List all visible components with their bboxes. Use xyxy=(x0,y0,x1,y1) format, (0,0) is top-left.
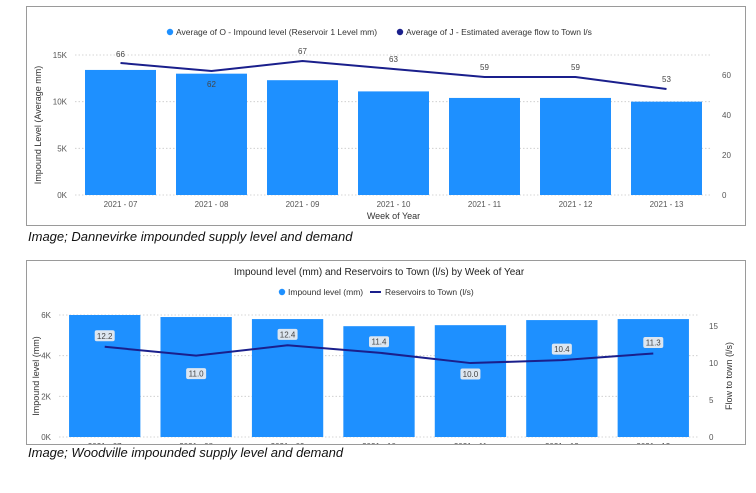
data-label-box xyxy=(643,336,664,348)
x-tick-label: 2021 - 09 xyxy=(286,200,320,209)
y-tick-label: 2K xyxy=(41,392,51,401)
caption-dannevirke: Image; Dannevirke impounded supply level… xyxy=(28,229,353,244)
bar xyxy=(434,325,507,437)
data-label-box xyxy=(551,343,572,355)
chart-panel-woodville: Impound level (mm) and Reservoirs to Tow… xyxy=(26,260,746,445)
data-label-box xyxy=(277,328,298,340)
x-axis-title: Week of Year xyxy=(367,211,420,221)
y2-tick-label: 60 xyxy=(722,71,731,80)
x-tick-label: 2021 - 13 xyxy=(650,200,684,209)
y2-axis-title: Flow to town (l/s) xyxy=(724,342,734,410)
y2-tick-label: 10 xyxy=(709,359,718,368)
legend-label-line: Average of J - Estimated average flow to… xyxy=(406,27,592,37)
legend-label-line: Reservoirs to Town (l/s) xyxy=(385,287,474,297)
x-tick-label: 2021 - 10 xyxy=(377,200,411,209)
y-axis-title: Impound level (mm) xyxy=(31,336,41,416)
caption-woodville: Image; Woodville impounded supply level … xyxy=(28,445,344,460)
x-tick-label: 2021 - 08 xyxy=(195,200,229,209)
legend-swatch-line xyxy=(396,28,404,36)
bar xyxy=(540,97,611,195)
y-tick-label: 0K xyxy=(57,191,67,200)
legend-swatch-bar xyxy=(278,288,286,296)
x-tick-label: 2021 - 11 xyxy=(454,442,488,444)
data-label: 67 xyxy=(298,47,307,56)
data-label-box xyxy=(460,368,481,380)
legend-label-bar: Average of O - Impound level (Reservoir … xyxy=(176,27,377,37)
bar xyxy=(449,97,520,195)
x-tick-label: 2021 - 07 xyxy=(88,442,122,444)
y2-tick-label: 15 xyxy=(709,322,718,331)
data-label: 53 xyxy=(662,75,671,84)
y2-tick-label: 5 xyxy=(709,396,714,405)
y2-tick-label: 0 xyxy=(722,191,727,200)
y-tick-label: 15K xyxy=(53,51,68,60)
y2-tick-label: 20 xyxy=(722,151,731,160)
data-label: 11.4 xyxy=(372,338,388,347)
bar xyxy=(631,101,702,195)
bar xyxy=(526,320,598,437)
y-axis-title: Impound Level (Average mm) xyxy=(33,66,43,184)
x-tick-label: 2021 - 10 xyxy=(362,442,396,444)
chart-title: Impound level (mm) and Reservoirs to Tow… xyxy=(234,267,525,278)
bar xyxy=(267,80,338,195)
x-tick-label: 2021 - 07 xyxy=(104,200,138,209)
data-label: 10.0 xyxy=(463,370,479,379)
bar xyxy=(617,319,689,437)
x-tick-label: 2021 - 08 xyxy=(179,442,213,444)
legend-label-bar: Impound level (mm) xyxy=(288,287,363,297)
data-label-box xyxy=(186,368,207,380)
chart-panel-dannevirke: Average of O - Impound level (Reservoir … xyxy=(26,6,746,226)
data-label: 11.0 xyxy=(189,370,205,379)
x-tick-label: 2021 - 13 xyxy=(636,442,670,444)
data-label-box xyxy=(369,336,389,348)
data-label-box xyxy=(94,330,115,342)
x-tick-label: 2021 - 12 xyxy=(559,200,593,209)
data-label: 63 xyxy=(389,55,398,64)
y-tick-label: 10K xyxy=(53,98,68,107)
y-tick-label: 5K xyxy=(57,144,67,153)
y2-tick-label: 40 xyxy=(722,111,731,120)
data-label: 59 xyxy=(571,63,580,72)
x-tick-label: 2021 - 11 xyxy=(468,200,502,209)
y-tick-label: 0K xyxy=(41,433,51,442)
data-label: 11.3 xyxy=(646,338,662,347)
series-line xyxy=(120,59,667,90)
bar xyxy=(176,73,247,195)
x-tick-label: 2021 - 09 xyxy=(271,442,305,444)
data-label: 12.2 xyxy=(97,332,113,341)
y2-tick-label: 0 xyxy=(709,433,714,442)
bar xyxy=(358,91,429,195)
y-tick-label: 6K xyxy=(41,311,51,320)
data-label: 66 xyxy=(116,50,125,59)
x-tick-label: 2021 - 12 xyxy=(545,442,579,444)
chart-dannevirke: Average of O - Impound level (Reservoir … xyxy=(33,27,731,221)
legend-swatch-bar xyxy=(166,28,174,36)
series-line xyxy=(104,344,654,365)
data-label: 10.4 xyxy=(554,345,570,354)
bar xyxy=(85,69,156,195)
chart-woodville: Impound level (mm) and Reservoirs to Tow… xyxy=(31,267,734,444)
y-tick-label: 4K xyxy=(41,352,51,361)
data-label: 62 xyxy=(207,80,216,89)
data-label: 12.4 xyxy=(280,330,296,339)
data-label: 59 xyxy=(480,63,489,72)
